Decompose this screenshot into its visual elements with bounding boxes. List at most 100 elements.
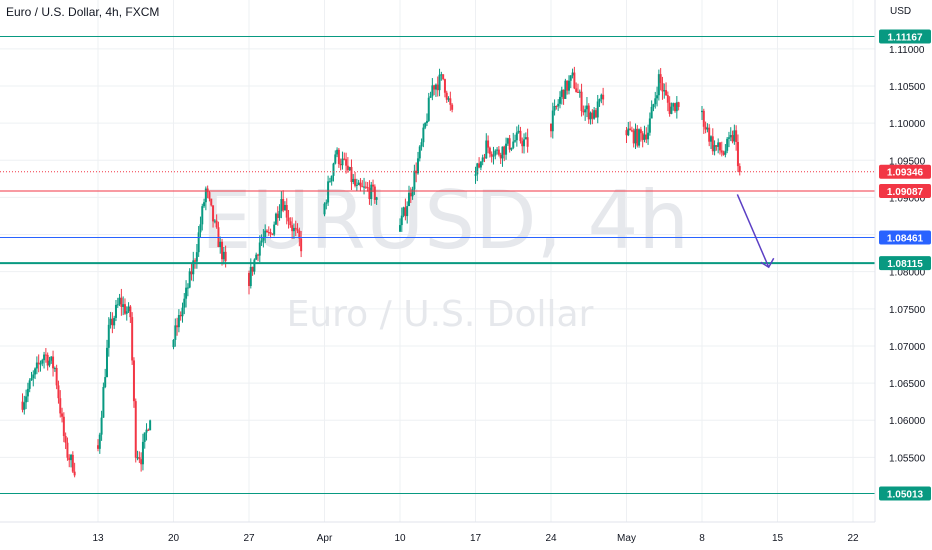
candle (451, 103, 454, 113)
candle (654, 91, 657, 109)
projection-arrow-head (760, 257, 775, 269)
candle (59, 390, 62, 418)
current-price-label: 1.09346 (887, 168, 924, 179)
horizontal-levels (0, 36, 875, 494)
candle-body (120, 297, 123, 307)
candle-body (255, 254, 258, 260)
candle-body (589, 112, 592, 120)
candle (639, 126, 642, 142)
candle-body (73, 471, 76, 476)
candle (505, 137, 508, 160)
candle (674, 102, 677, 113)
candle-body (298, 230, 301, 239)
candle (208, 191, 211, 202)
candle (593, 107, 596, 120)
price-tick-label: 1.07000 (889, 342, 926, 353)
candle (61, 407, 64, 423)
candle (129, 305, 132, 324)
candle-body (141, 441, 144, 465)
candle-body (355, 184, 358, 186)
candle-body (704, 126, 707, 130)
candle-body (451, 104, 454, 110)
candle (636, 125, 639, 148)
candle-body (282, 199, 285, 211)
candle (569, 75, 572, 89)
candle (670, 102, 673, 115)
candle-body (177, 315, 180, 328)
candle (174, 318, 177, 347)
candle-body (560, 89, 563, 97)
candle-body (111, 318, 114, 326)
candle-body (399, 225, 401, 232)
candle-body (659, 74, 662, 83)
candle-body (50, 356, 53, 361)
candle (415, 162, 418, 183)
candle (562, 89, 565, 105)
candle-body (260, 240, 263, 243)
candle (35, 356, 38, 375)
candle (176, 317, 179, 336)
candle-body (289, 221, 292, 226)
candle-body (204, 188, 207, 203)
candle (131, 312, 134, 365)
candle-body (442, 74, 445, 80)
candle (355, 178, 358, 191)
candle-body (97, 445, 99, 449)
candle (359, 178, 362, 192)
candle-body (485, 140, 488, 159)
candle (256, 253, 259, 262)
candle-body (28, 380, 31, 389)
candle-body (555, 105, 558, 107)
price-tick-label: 1.09000 (889, 193, 926, 204)
candle-body (508, 138, 511, 150)
candle (717, 138, 720, 154)
candle (188, 268, 191, 289)
candle (330, 175, 333, 186)
candle-body (629, 128, 632, 131)
candle-body (212, 205, 215, 222)
candle (443, 78, 446, 98)
candle (111, 312, 114, 334)
candle (567, 75, 570, 95)
candle-body (429, 96, 432, 98)
candle-body (372, 184, 375, 187)
candle-body (291, 225, 294, 232)
candle (647, 124, 650, 145)
candle-body (557, 103, 560, 107)
candle (524, 132, 527, 140)
candle (420, 138, 423, 151)
candle-body (639, 129, 642, 134)
candle-body (206, 188, 209, 193)
candle-body (501, 146, 504, 159)
price-tick-label: 1.09500 (889, 156, 926, 167)
candle-body (188, 271, 191, 288)
candle-body (185, 287, 188, 299)
candle-body (600, 94, 603, 100)
candle-body (71, 454, 74, 472)
candle-body (176, 325, 179, 328)
candle-body (575, 88, 578, 92)
candle (352, 174, 355, 185)
candle (264, 224, 267, 244)
candle-body (427, 97, 430, 121)
candle (370, 181, 373, 206)
candle (409, 187, 412, 203)
currency-label: USD (890, 6, 912, 17)
candle-body (253, 259, 256, 272)
candle (659, 68, 662, 91)
candle-body (208, 192, 211, 199)
candle (483, 153, 486, 163)
candle (109, 311, 112, 329)
candle (55, 364, 58, 390)
candle-body (738, 166, 741, 172)
candle-body (125, 311, 128, 314)
candle (718, 142, 721, 155)
candle-body (296, 229, 299, 231)
candle (105, 339, 108, 378)
candle (206, 185, 209, 199)
candle (729, 127, 732, 142)
candle-body (404, 207, 407, 217)
candle-body (62, 416, 65, 437)
candle (132, 357, 135, 408)
